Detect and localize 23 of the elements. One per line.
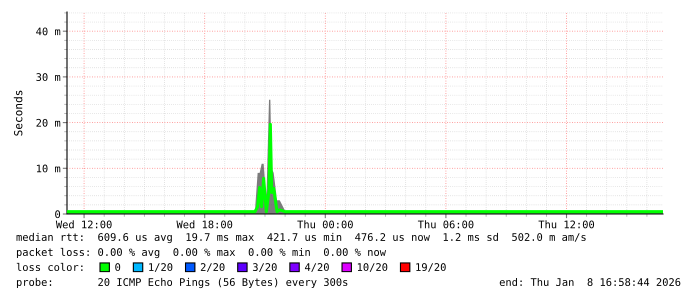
y-tick-label: 10 m	[36, 164, 60, 172]
y-tick-label: 0	[55, 210, 60, 218]
legend-label: 19/20	[416, 263, 446, 272]
legend-label: 0	[115, 263, 120, 272]
legend-label: 4/20	[304, 263, 329, 272]
legend-title: loss color:	[16, 262, 82, 272]
legend-label: 2/20	[200, 263, 225, 272]
y-tick-label: 20 m	[36, 118, 60, 127]
x-tick-label: Wed 18:00	[176, 220, 232, 228]
text: end: Thu Jan 8 16:58:44 2026	[500, 278, 680, 286]
y-tick-label: 40 m	[36, 27, 60, 36]
x-tick-label: Thu 12:00	[538, 220, 594, 228]
x-tick-label: Thu 06:00	[418, 220, 474, 228]
text: probe: 20 ICMP Echo Pings (56 Bytes) every 300s	[16, 278, 348, 288]
y-tick-label: 30 m	[36, 73, 60, 82]
legend-label: 3/20	[252, 263, 277, 272]
text: median rtt: 609.6 us avg 19.7 ms max 421.7 us min 476.2 us now 1.2 ms sd 502.0 m am/s	[16, 232, 586, 244]
x-tick-label: Thu 00:00	[297, 220, 353, 228]
y-axis-title: Seconds	[14, 90, 22, 136]
x-tick-label: Wed 12:00	[56, 220, 112, 228]
legend-label: 1/20	[149, 263, 172, 272]
text: packet loss: 0.00 % avg 0.00 % max 0.00 % min 0.00 % now	[16, 248, 386, 258]
legend-label: 10/20	[358, 263, 388, 272]
